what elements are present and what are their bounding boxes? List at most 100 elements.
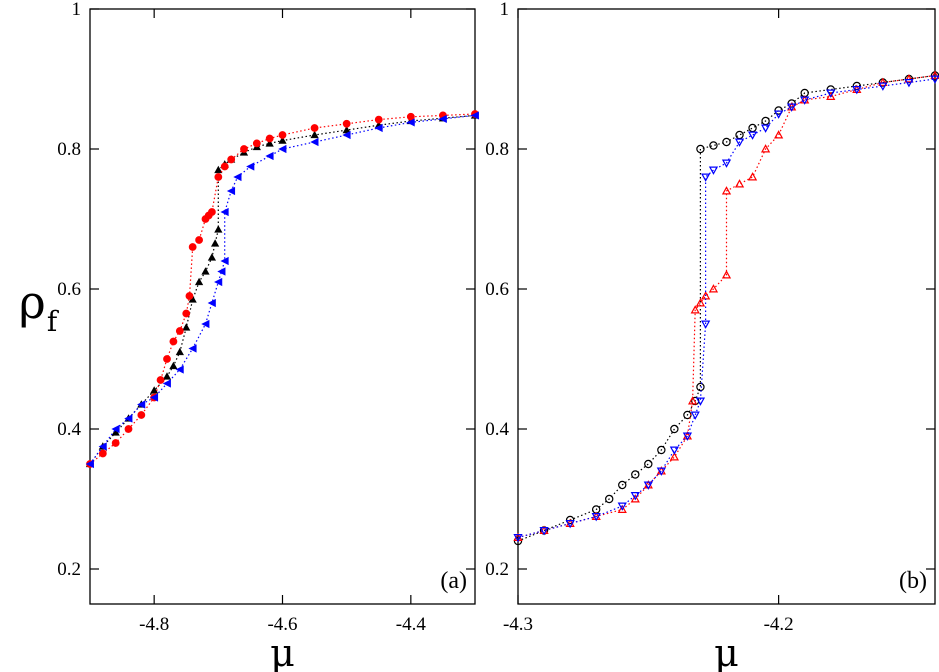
data-point (565, 520, 575, 529)
data-point (278, 131, 287, 139)
series-1 (85, 111, 480, 468)
plot-frame (89, 8, 476, 605)
data-point (137, 411, 146, 419)
data-point (220, 207, 229, 217)
data-point (111, 439, 120, 447)
x-tick-label: -4.3 (503, 614, 533, 635)
data-point (194, 277, 204, 286)
data-point (591, 513, 601, 522)
y-axis-title: ρf (19, 275, 60, 338)
data-point (748, 123, 757, 133)
data-point (690, 305, 700, 314)
data-point (904, 79, 914, 88)
data-point (774, 106, 783, 115)
data-point (800, 96, 810, 105)
data-point (670, 424, 679, 434)
data-point (722, 137, 731, 147)
data-point (211, 239, 220, 247)
data-point (852, 86, 862, 95)
data-point (217, 267, 226, 276)
y-tick-label: 0.6 (57, 279, 81, 300)
data-point (708, 284, 719, 293)
data-point (162, 379, 171, 388)
data-point (470, 111, 479, 120)
y-axis-title-main: ρ (19, 275, 46, 329)
data-point (220, 256, 229, 266)
data-point (774, 130, 784, 139)
data-point (278, 136, 287, 144)
x-tick-label: -4.8 (139, 614, 169, 635)
series-3 (85, 111, 479, 469)
data-point (930, 70, 939, 79)
data-point (630, 494, 640, 503)
data-point (124, 425, 133, 433)
data-point (734, 138, 745, 147)
data-point (690, 411, 700, 420)
data-point (701, 173, 711, 182)
series-line (89, 114, 476, 465)
data-point (406, 118, 415, 127)
data-point (214, 277, 223, 287)
data-point (214, 173, 223, 181)
data-point (182, 309, 191, 318)
x-tick-label: -4.2 (764, 614, 794, 635)
y-tick-label: 1 (72, 0, 82, 20)
data-point (278, 144, 287, 154)
data-point (195, 236, 203, 244)
y-tick-label: 0.4 (57, 419, 81, 440)
data-point (774, 110, 784, 119)
data-point (342, 130, 351, 140)
x-tick-label: -4.6 (267, 614, 297, 635)
data-point (163, 355, 171, 363)
data-point (150, 386, 159, 394)
panel-b: 0.2 0.4 0.6 0.8 1 -4.3 -4.2 μ (b) (485, 0, 939, 672)
data-point (695, 298, 706, 307)
data-point (201, 267, 210, 275)
panel-label: (a) (440, 568, 467, 594)
series-1 (513, 71, 939, 546)
x-axis-title: μ (270, 631, 295, 672)
data-point (85, 459, 94, 469)
data-point (878, 77, 888, 86)
data-point (214, 165, 223, 174)
data-point (708, 166, 719, 175)
data-point (618, 480, 627, 490)
data-point (98, 449, 107, 458)
data-point (214, 225, 223, 233)
data-point (657, 445, 666, 455)
data-point (513, 534, 523, 543)
data-point (265, 134, 274, 143)
data-point (265, 139, 274, 147)
data-point (149, 393, 159, 402)
panel-a: 0.2 0.4 0.6 0.8 1 -4.8 -4.6 -4.4 μ (a) (57, 0, 480, 672)
data-point (226, 186, 236, 196)
data-point (760, 144, 771, 153)
data-point (156, 376, 165, 384)
data-point (124, 414, 133, 423)
data-point (169, 337, 178, 346)
data-point (669, 446, 679, 455)
data-point (721, 159, 732, 168)
x-axis-title: μ (714, 631, 739, 672)
y-tick-label: 0.2 (57, 559, 81, 580)
y-tick-label: 1 (500, 0, 510, 20)
data-point (904, 74, 914, 83)
data-point (175, 327, 184, 335)
data-point (438, 114, 447, 123)
data-point (207, 298, 216, 308)
data-point (246, 162, 255, 171)
y-axis-title-subscript: f (47, 305, 60, 338)
series-line (89, 113, 476, 465)
data-point (669, 452, 679, 461)
y-tick-label: 0.2 (485, 559, 509, 580)
data-point (721, 270, 732, 279)
data-point (169, 361, 178, 370)
data-point (631, 470, 640, 479)
data-point (137, 400, 146, 409)
data-point (252, 139, 261, 148)
series-2 (86, 110, 479, 468)
data-point (695, 397, 706, 406)
data-point (310, 124, 319, 132)
data-point (182, 323, 191, 331)
data-point (605, 494, 614, 504)
